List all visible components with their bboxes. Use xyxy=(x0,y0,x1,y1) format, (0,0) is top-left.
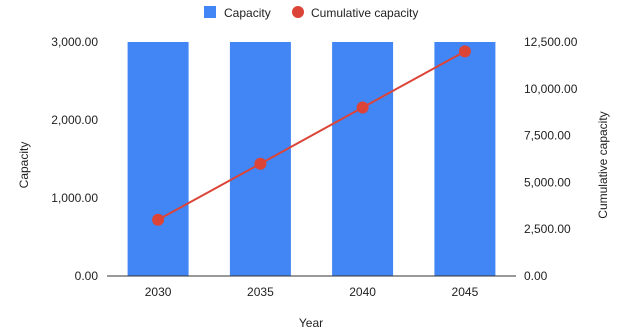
bar-2045[interactable] xyxy=(434,42,496,276)
x-axis-ticks: 2030 2035 2040 2045 xyxy=(145,285,479,299)
legend-item-capacity[interactable]: Capacity xyxy=(204,6,271,20)
legend-swatch-capacity xyxy=(204,6,216,18)
legend-item-cumulative-capacity[interactable]: Cumulative capacity xyxy=(292,6,418,20)
point-2035[interactable] xyxy=(254,157,267,170)
y-tick-label: 3,000.00 xyxy=(51,35,98,49)
x-tick-label: 2040 xyxy=(349,285,376,299)
y-axis-left-title: Capacity xyxy=(17,142,31,189)
cumulative-capacity-line xyxy=(157,50,466,221)
y2-tick-label: 12,500.00 xyxy=(524,35,578,49)
y-axis-right-title: Cumulative capacity xyxy=(596,111,610,218)
bars xyxy=(127,42,496,276)
point-2030[interactable] xyxy=(152,213,165,226)
x-tick-label: 2030 xyxy=(145,285,172,299)
y-tick-label: 1,000.00 xyxy=(51,191,98,205)
legend-label-cumulative-capacity: Cumulative capacity xyxy=(311,6,418,20)
line-series xyxy=(152,45,471,226)
y2-tick-label: 0.00 xyxy=(524,269,548,283)
y-axis-right-ticks: 0.00 2,500.00 5,000.00 7,500.00 10,000.00 12,… xyxy=(524,35,578,283)
bar-2030[interactable] xyxy=(127,42,189,276)
x-axis-title: Year xyxy=(299,316,323,330)
x-tick-label: 2045 xyxy=(452,285,479,299)
y2-tick-label: 7,500.00 xyxy=(524,129,571,143)
y2-tick-label: 10,000.00 xyxy=(524,82,578,96)
y2-tick-label: 5,000.00 xyxy=(524,175,571,189)
legend: Capacity Cumulative capacity xyxy=(204,6,418,20)
point-2045[interactable] xyxy=(458,45,471,58)
y-tick-label: 2,000.00 xyxy=(51,113,98,127)
x-tick-label: 2035 xyxy=(247,285,274,299)
y-axis-left-ticks: 0.00 1,000.00 2,000.00 3,000.00 xyxy=(51,35,98,283)
y2-tick-label: 2,500.00 xyxy=(524,222,571,236)
y-tick-label: 0.00 xyxy=(75,269,99,283)
point-2040[interactable] xyxy=(356,101,369,114)
legend-swatch-cumulative-capacity xyxy=(292,6,304,18)
bar-2040[interactable] xyxy=(332,42,394,276)
legend-label-capacity: Capacity xyxy=(224,6,271,20)
